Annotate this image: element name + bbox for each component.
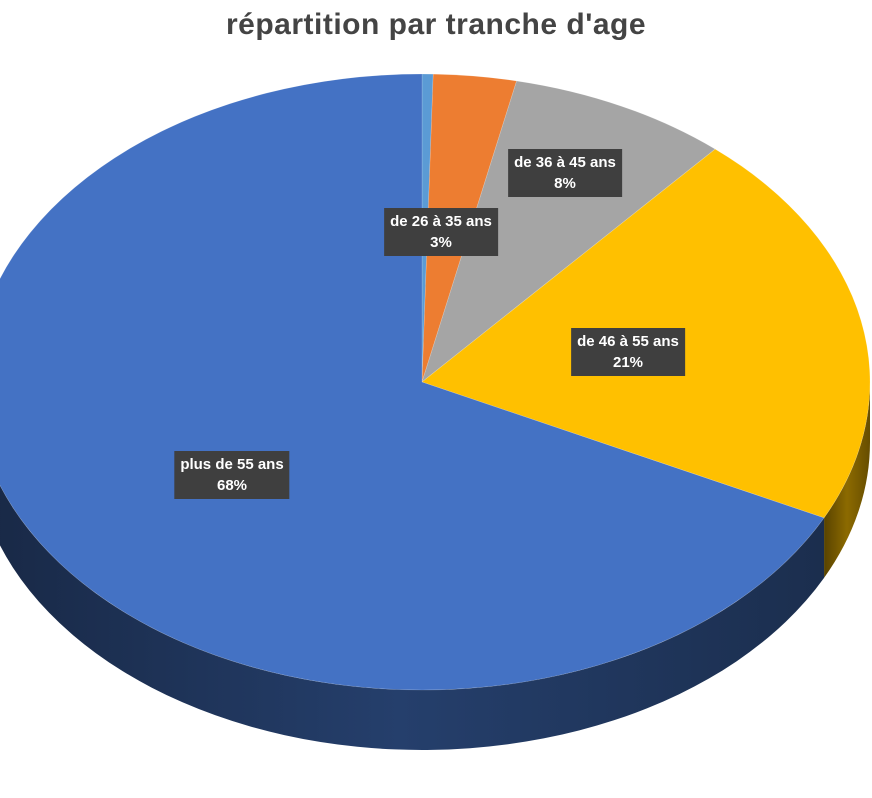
pie-slice-de-36-a-45-ans — [421, 80, 716, 383]
data-label-plus-de-55-ans: plus de 55 ans 68% — [174, 451, 290, 499]
data-label-percent: 68% — [216, 477, 248, 494]
data-label-de-26-a-35-ans: de 26 à 35 ans 3% — [384, 208, 498, 256]
data-label-name: de 26 à 35 ans — [390, 213, 492, 230]
pie-slice-plus-de-55-ans — [0, 73, 825, 691]
data-label-percent: 21% — [612, 354, 644, 371]
chart-title: répartition par tranche d'age — [225, 8, 647, 41]
data-label-de-36-a-45-ans: de 36 à 45 ans 8% — [508, 149, 622, 197]
data-label-name: de 36 à 45 ans — [514, 154, 616, 171]
data-label-percent: 8% — [554, 175, 576, 192]
pie-side — [0, 382, 870, 750]
pie-side-de-46-a-55-ans — [824, 382, 870, 578]
data-label-name: plus de 55 ans — [180, 456, 284, 473]
data-label-percent: 3% — [430, 234, 452, 251]
pie-top — [0, 73, 871, 691]
pie-side-plus-de-55-ans — [0, 485, 825, 750]
data-label-de-46-a-55-ans: de 46 à 55 ans 21% — [571, 328, 685, 376]
data-label-name: de 46 à 55 ans — [577, 333, 679, 350]
